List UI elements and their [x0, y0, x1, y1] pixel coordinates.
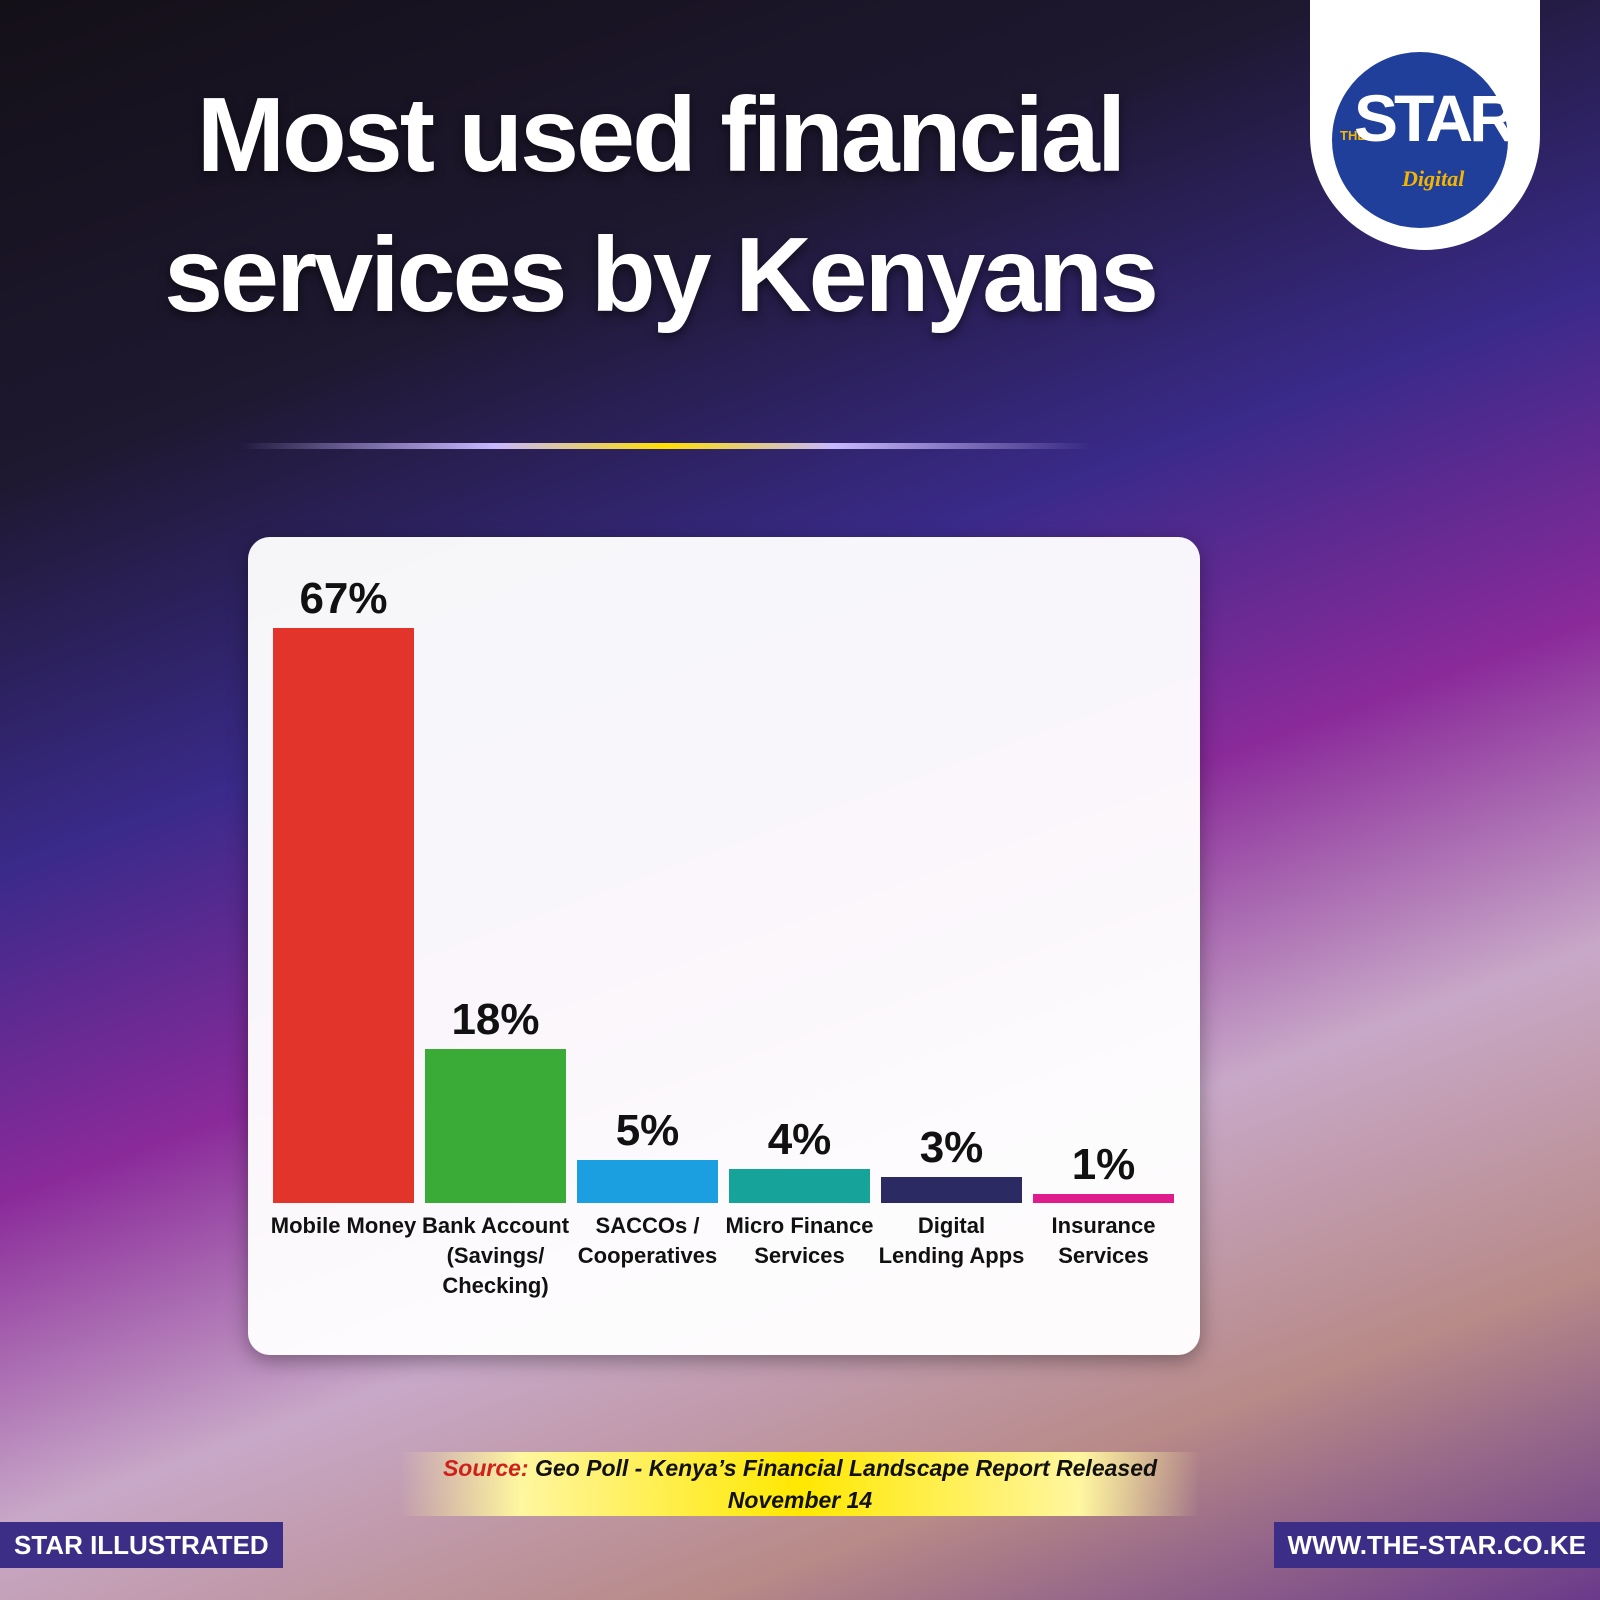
category-label: Digital Lending Apps: [878, 1213, 1025, 1268]
chart-title: Most used financial services by Kenyans: [164, 76, 1159, 334]
logo: THE STAR Digital: [1310, 0, 1540, 250]
footer-right: WWW.THE-STAR.CO.KE: [1273, 1522, 1600, 1568]
category-label: Bank Account (Savings/ Checking): [421, 1213, 570, 1298]
logo-the: THE: [1340, 128, 1366, 143]
category-label: SACCOs / Cooperatives: [577, 1213, 718, 1268]
title-rule: [240, 443, 1090, 449]
logo-digital: Digital: [1402, 166, 1465, 191]
bar: [1033, 1194, 1174, 1203]
chart-card: 67% Mobile Money 18% Bank Account (Savings/…: [248, 537, 1200, 1355]
value-label: 18%: [451, 994, 540, 1044]
value-label: 1%: [1071, 1140, 1136, 1190]
value-label: 4%: [767, 1114, 832, 1164]
logo-disc: [1332, 52, 1508, 228]
category-label: Mobile Money: [270, 1213, 417, 1238]
bar: [577, 1160, 718, 1203]
value-label: 5%: [615, 1106, 680, 1156]
source-text: Geo Poll - Kenya’s Financial Landscape R…: [534, 1455, 1158, 1513]
source-note: Source: Geo Poll - Kenya’s Financial Lan…: [400, 1452, 1200, 1516]
value-label: 67%: [299, 574, 388, 623]
logo-star: STAR: [1354, 81, 1517, 155]
footer-left: STAR ILLUSTRATED: [0, 1522, 283, 1568]
bar: [273, 628, 414, 1203]
category-label: Micro Finance Services: [725, 1213, 874, 1268]
bar: [881, 1177, 1022, 1203]
category-label: Insurance Services: [1051, 1213, 1156, 1268]
bar: [425, 1048, 566, 1203]
bar: [729, 1168, 870, 1203]
value-label: 3%: [919, 1123, 984, 1173]
source-label: Source:: [442, 1455, 529, 1481]
